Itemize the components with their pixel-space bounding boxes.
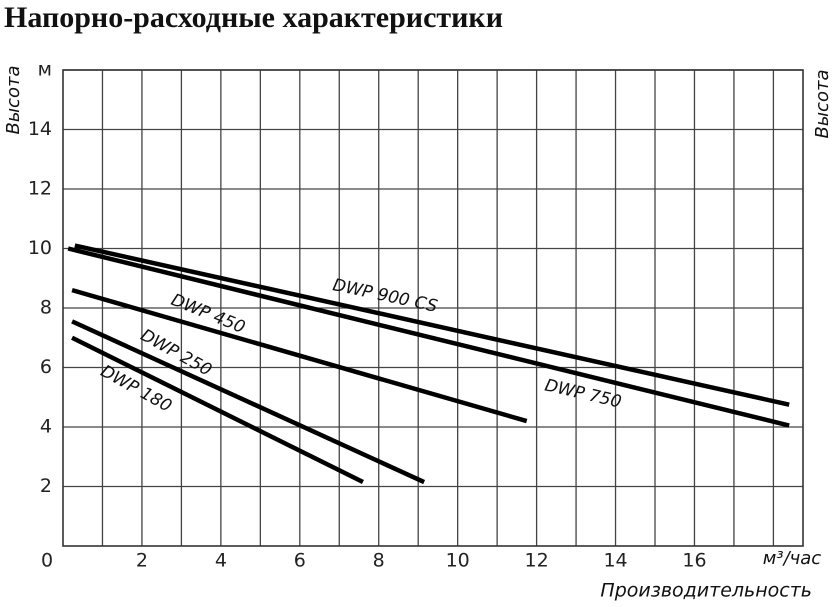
x-tick-label: 2	[136, 550, 148, 572]
x-unit: м³/час	[763, 548, 822, 569]
chart-title: Напорно-расходные характеристики	[4, 1, 503, 34]
y-axis-label: Высота	[3, 66, 24, 135]
series-line	[71, 319, 426, 485]
series-label: DWP 900 CS	[331, 275, 439, 317]
y-tick-label: 10	[28, 237, 52, 259]
x-axis-label: Производительность	[600, 580, 812, 602]
series-line	[71, 287, 528, 424]
y-tick-label: 4	[40, 416, 52, 438]
y-tick-label: 2	[40, 475, 52, 497]
series-line	[67, 246, 790, 428]
y-tick-label: 8	[40, 297, 52, 319]
x-tick-label: 6	[294, 550, 306, 572]
x-tick-label: 8	[373, 550, 385, 572]
y-tick-label: 12	[28, 178, 52, 200]
y2-axis-label: Высота	[812, 70, 833, 139]
plot-frame	[62, 69, 804, 547]
x-tick-label: 0	[41, 550, 53, 572]
y-tick-label: 14	[28, 118, 52, 140]
x-tick-label: 4	[215, 550, 227, 572]
x-tick-label: 12	[525, 550, 549, 572]
series-label: DWP 250	[137, 325, 215, 380]
x-tick-label: 14	[603, 550, 627, 572]
series-line	[74, 243, 790, 407]
y-tick-label: 6	[40, 356, 52, 378]
series-line	[71, 335, 364, 485]
x-tick-label: 10	[446, 550, 470, 572]
x-tick-label: 16	[682, 550, 706, 572]
y-tick-label: м	[38, 59, 52, 81]
